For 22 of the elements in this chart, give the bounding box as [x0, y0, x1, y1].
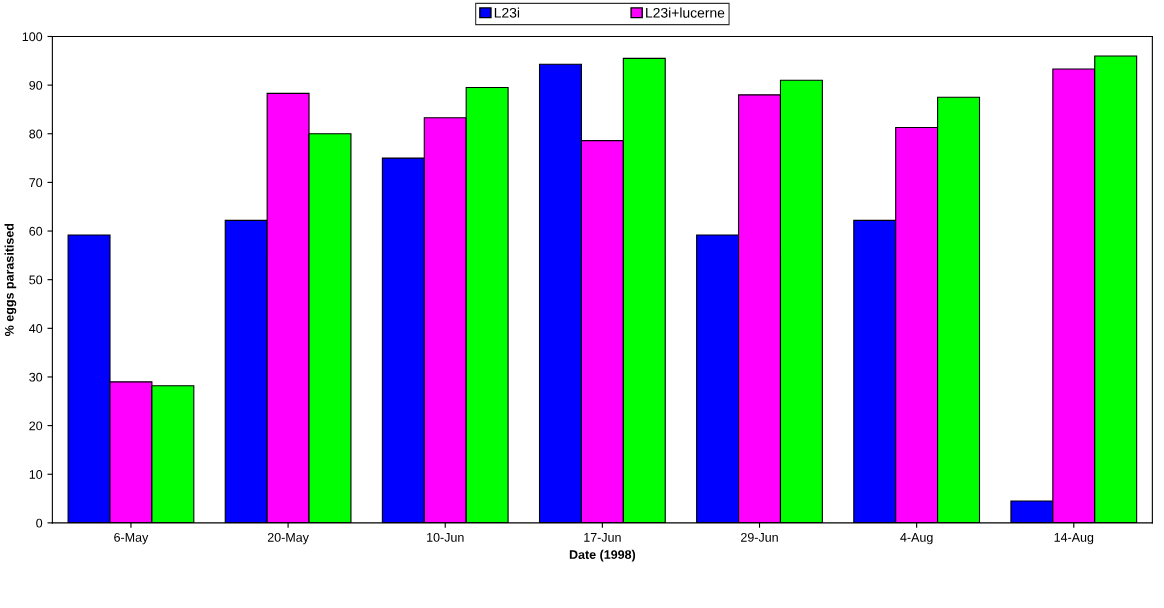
y-axis-title: % eggs parasitised — [4, 223, 17, 336]
y-tick-label: 60 — [29, 226, 43, 236]
x-tick-label: 6-May — [114, 532, 149, 545]
y-tick-label: 70 — [29, 178, 43, 188]
y-tick-label: 20 — [29, 421, 43, 431]
x-tick-label: 10-Jun — [427, 532, 464, 542]
y-tick-label: 10 — [29, 470, 43, 479]
y-tick-label: 100 — [22, 32, 43, 42]
y-tick-label: 50 — [29, 275, 43, 285]
x-tick-label: 4-Aug — [900, 533, 933, 545]
x-axis-title: Date (1998) — [569, 549, 636, 562]
legend-label: L23i — [494, 7, 520, 18]
legend-label: L23i+lucerne — [646, 7, 725, 18]
y-tick-label: 90 — [29, 80, 43, 90]
x-tick-label: 14-Aug — [1054, 533, 1094, 545]
y-tick-label: 80 — [29, 129, 43, 139]
x-tick-label: 29-Jun — [741, 532, 778, 542]
y-tick-label: 40 — [29, 324, 43, 333]
y-tick-label: 0 — [36, 518, 43, 528]
x-tick-label: 17-Jun — [584, 533, 621, 542]
y-tick-label: 30 — [29, 372, 43, 382]
x-tick-label: 20-May — [267, 532, 309, 545]
